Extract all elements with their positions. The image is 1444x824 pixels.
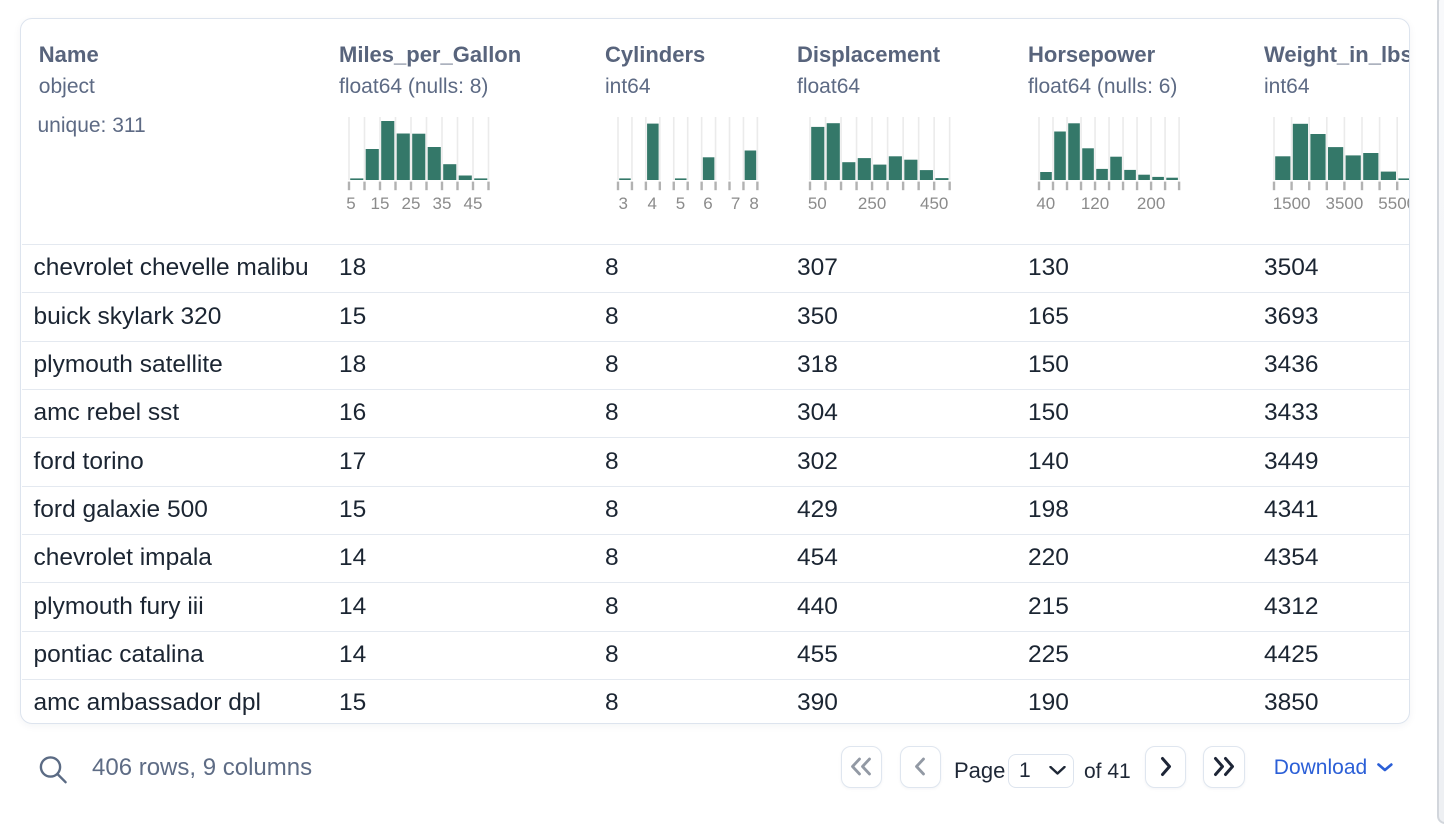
svg-text:25: 25	[401, 194, 420, 213]
svg-text:7: 7	[731, 194, 740, 213]
svg-text:200: 200	[1137, 194, 1165, 213]
svg-text:120: 120	[1081, 194, 1109, 213]
svg-text:40: 40	[1037, 194, 1056, 213]
svg-text:5500: 5500	[1378, 194, 1408, 213]
svg-text:5: 5	[676, 194, 685, 213]
svg-text:3500: 3500	[1326, 194, 1364, 213]
svg-text:450: 450	[920, 194, 948, 213]
svg-text:1500: 1500	[1273, 194, 1311, 213]
svg-text:50: 50	[808, 194, 827, 213]
svg-text:15: 15	[370, 194, 389, 213]
svg-text:250: 250	[858, 194, 886, 213]
svg-text:3: 3	[618, 194, 627, 213]
svg-text:45: 45	[463, 194, 482, 213]
svg-text:6: 6	[703, 194, 712, 213]
svg-text:8: 8	[749, 194, 758, 213]
svg-text:35: 35	[432, 194, 451, 213]
svg-text:5: 5	[346, 194, 355, 213]
svg-text:4: 4	[647, 194, 656, 213]
